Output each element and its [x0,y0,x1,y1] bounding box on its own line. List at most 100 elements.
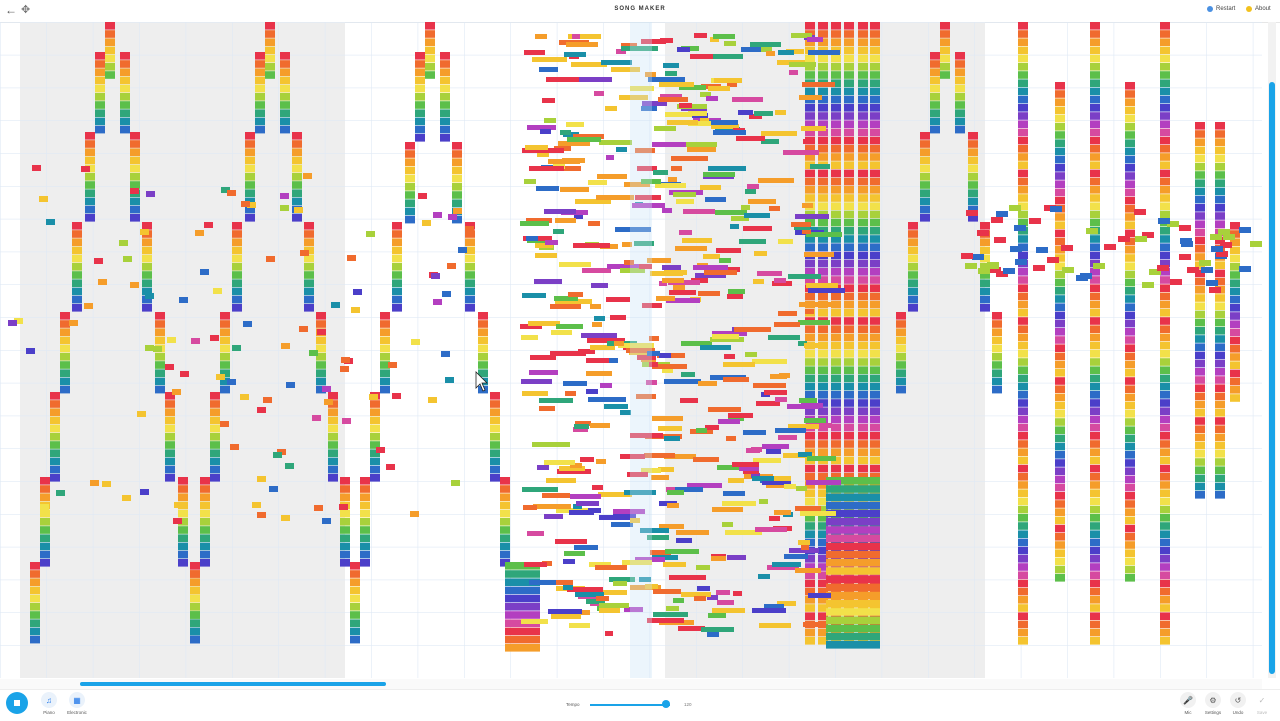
note-cell [548,609,582,614]
note-cell [570,494,601,499]
note-cell [870,440,880,448]
note-cell [844,464,854,473]
note-cell [1160,366,1170,374]
note-cell [805,604,815,612]
note-cell [870,391,880,399]
mic-button[interactable]: 🎤 Mic [1178,692,1198,715]
note-cell [1160,522,1170,530]
undo-button[interactable]: ↺ Undo [1228,692,1248,715]
horizontal-scroll-thumb[interactable] [80,682,386,686]
note-cell [920,189,930,197]
note-cell [40,559,50,567]
electronic-button[interactable]: ▦ Electronic [64,692,90,715]
note-cell [558,141,590,146]
note-grid[interactable] [0,22,1262,678]
note-cell [818,432,828,440]
arrow-left-icon[interactable]: ← [5,3,17,17]
note-cell [1195,179,1205,187]
note-cell [210,335,219,341]
note-cell [733,591,742,596]
note-cell [1055,533,1065,541]
note-cell [968,148,978,156]
vertical-scrollbar[interactable] [1268,22,1276,678]
note-cell [642,303,662,308]
note-cell [920,205,930,214]
vertical-scroll-thumb[interactable] [1269,82,1275,674]
move-icon[interactable]: ✥ [21,4,31,16]
note-cell [844,317,854,325]
note-cell [858,104,868,112]
note-cell [1018,530,1028,538]
note-cell [1160,538,1170,547]
note-cell [340,550,350,559]
note-cell [723,377,749,382]
note-cell [1090,563,1100,571]
note-cell [422,220,431,226]
note-cell [644,453,675,458]
settings-button[interactable]: ⚙ Settings [1202,692,1224,715]
note-cell [590,304,601,309]
note-cell [831,563,841,571]
restart-button[interactable]: Restart [1207,6,1235,12]
note-cell [805,587,815,596]
note-cell [870,177,880,186]
note-cell [647,351,660,356]
tempo-slider[interactable] [590,704,670,706]
note-cell [575,592,604,597]
note-cell [844,563,854,571]
note-cell [245,132,255,140]
note-cell [280,193,289,199]
note-cell [370,449,380,457]
note-cell [870,432,880,440]
note-cell [940,22,950,30]
note-cell [858,563,868,571]
note-cell [425,30,435,38]
note-cell [896,336,906,345]
save-button[interactable]: ✓ Save [1252,692,1272,715]
note-cell [731,216,749,221]
note-cell [210,465,220,474]
note-cell [50,433,60,441]
note-cell [1090,87,1100,96]
note-cell [647,618,684,623]
note-cell [1149,269,1161,275]
note-cell [1125,328,1135,336]
note-cell [870,407,880,415]
note-cell [72,238,82,246]
note-cell [452,166,462,175]
note-cell [1018,177,1028,186]
note-cell [294,207,303,213]
note-cell [700,185,721,190]
note-cell [818,309,828,317]
note-cell [1090,104,1100,112]
about-button[interactable]: About [1246,6,1271,12]
note-cell [1090,587,1100,596]
note-cell [1018,309,1028,317]
note-cell [1195,310,1205,319]
note-cell [1160,87,1170,96]
note-cell [1215,392,1225,401]
note-cell [1055,426,1065,434]
note-cell [265,38,275,46]
note-cell [1125,475,1135,484]
note-cell [870,628,880,637]
stop-button[interactable] [6,692,28,714]
note-cell [592,322,602,327]
note-cell [818,530,828,538]
horizontal-scrollbar[interactable] [0,679,1262,689]
note-cell [227,190,236,196]
note-cell [669,575,706,580]
note-cell [245,156,255,165]
note-cell [524,562,547,567]
note-cell [728,413,753,418]
note-cell [831,514,841,522]
tempo-slider-handle[interactable] [662,700,670,708]
note-cell [232,271,242,279]
note-cell [142,279,152,287]
note-cell [675,487,703,492]
note-cell [1215,368,1225,376]
note-cell [727,555,746,560]
note-grid-canvas[interactable] [0,22,1262,678]
piano-button[interactable]: ♫ Piano [38,692,60,715]
note-cell [30,562,40,570]
